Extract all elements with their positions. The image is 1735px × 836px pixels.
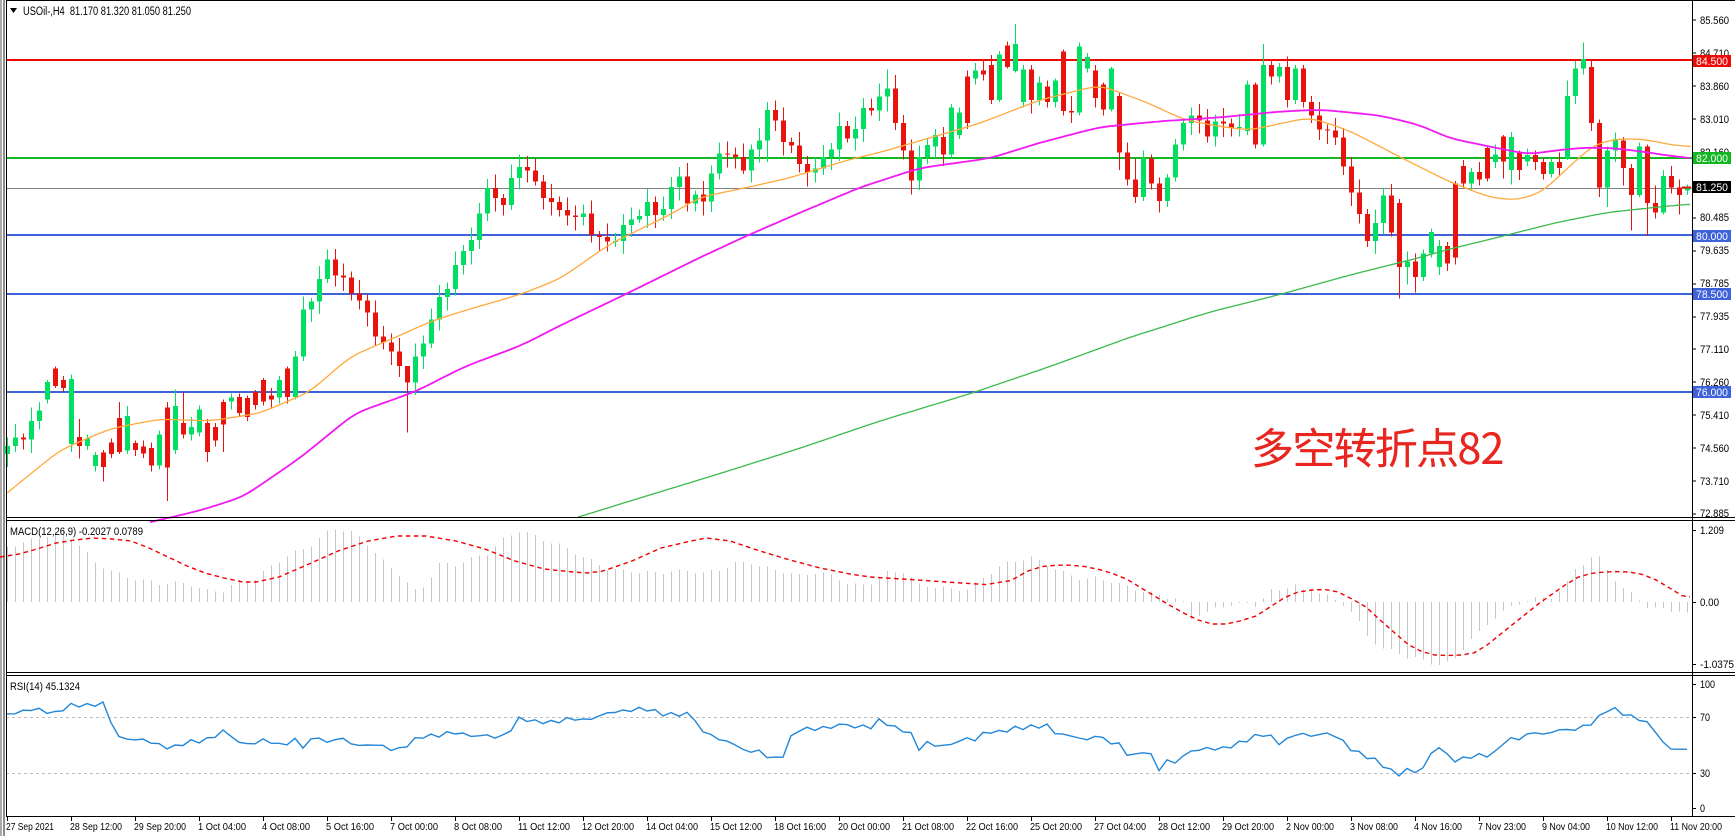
svg-text:73.710: 73.710 [1700,476,1729,488]
svg-text:18 Oct 16:00: 18 Oct 16:00 [774,821,826,833]
svg-text:3 Nov 08:00: 3 Nov 08:00 [1350,821,1398,833]
svg-text:0: 0 [1700,803,1705,815]
svg-text:78.500: 78.500 [1696,289,1728,301]
svg-text:28 Oct 12:00: 28 Oct 12:00 [1158,821,1210,833]
svg-text:29 Oct 20:00: 29 Oct 20:00 [1222,821,1274,833]
svg-text:83.010: 83.010 [1700,114,1729,126]
svg-text:7 Nov 23:00: 7 Nov 23:00 [1478,821,1526,833]
svg-text:29 Sep 20:00: 29 Sep 20:00 [134,821,186,833]
svg-text:7 Oct 00:00: 7 Oct 00:00 [390,821,438,833]
svg-text:78.785: 78.785 [1700,278,1729,290]
svg-text:28 Sep 12:00: 28 Sep 12:00 [70,821,122,833]
svg-text:27 Oct 04:00: 27 Oct 04:00 [1094,821,1146,833]
svg-text:74.560: 74.560 [1700,443,1729,455]
svg-text:1.209: 1.209 [1700,525,1724,537]
svg-text:15 Oct 12:00: 15 Oct 12:00 [710,821,762,833]
svg-text:25 Oct 20:00: 25 Oct 20:00 [1030,821,1082,833]
svg-text:11 Oct 12:00: 11 Oct 12:00 [518,821,570,833]
svg-text:70: 70 [1700,712,1710,724]
svg-text:10 Nov 12:00: 10 Nov 12:00 [1606,821,1658,833]
svg-text:79.635: 79.635 [1700,245,1729,257]
svg-text:12 Oct 20:00: 12 Oct 20:00 [582,821,634,833]
svg-text:84.500: 84.500 [1696,56,1728,68]
svg-text:4 Oct 08:00: 4 Oct 08:00 [262,821,310,833]
svg-text:75.410: 75.410 [1700,410,1729,422]
svg-text:27 Sep 2021: 27 Sep 2021 [6,821,54,833]
svg-text:83.860: 83.860 [1700,81,1729,93]
svg-text:72.885: 72.885 [1700,508,1729,520]
svg-text:USOil-,H4 81.170 81.320 81.05: USOil-,H4 81.170 81.320 81.050 81.250 [23,6,191,18]
svg-text:0.00: 0.00 [1700,597,1719,609]
svg-text:11 Nov 20:00: 11 Nov 20:00 [1670,821,1722,833]
svg-text:1 Oct 04:00: 1 Oct 04:00 [198,821,246,833]
svg-text:22 Oct 16:00: 22 Oct 16:00 [966,821,1018,833]
svg-text:85.560: 85.560 [1700,15,1729,27]
svg-text:76.000: 76.000 [1696,387,1728,399]
svg-text:5 Oct 16:00: 5 Oct 16:00 [326,821,374,833]
svg-text:77.110: 77.110 [1700,344,1729,356]
svg-text:9 Nov 04:00: 9 Nov 04:00 [1542,821,1590,833]
svg-text:2 Nov 00:00: 2 Nov 00:00 [1286,821,1334,833]
svg-text:77.935: 77.935 [1700,311,1729,323]
svg-text:-1.0375: -1.0375 [1700,659,1734,671]
svg-text:100: 100 [1700,679,1715,691]
svg-text:21 Oct 08:00: 21 Oct 08:00 [902,821,954,833]
svg-text:82.000: 82.000 [1696,153,1728,165]
svg-text:80.485: 80.485 [1700,212,1729,224]
svg-text:MACD(12,26,9) -0.2027 0.0789: MACD(12,26,9) -0.2027 0.0789 [10,526,143,538]
svg-text:RSI(14) 45.1324: RSI(14) 45.1324 [10,681,80,693]
svg-text:20 Oct 00:00: 20 Oct 00:00 [838,821,890,833]
svg-text:14 Oct 04:00: 14 Oct 04:00 [646,821,698,833]
svg-text:4 Nov 16:00: 4 Nov 16:00 [1414,821,1462,833]
svg-text:8 Oct 08:00: 8 Oct 08:00 [454,821,502,833]
svg-text:30: 30 [1700,768,1710,780]
svg-text:81.250: 81.250 [1696,182,1728,194]
svg-text:80.000: 80.000 [1696,231,1728,243]
